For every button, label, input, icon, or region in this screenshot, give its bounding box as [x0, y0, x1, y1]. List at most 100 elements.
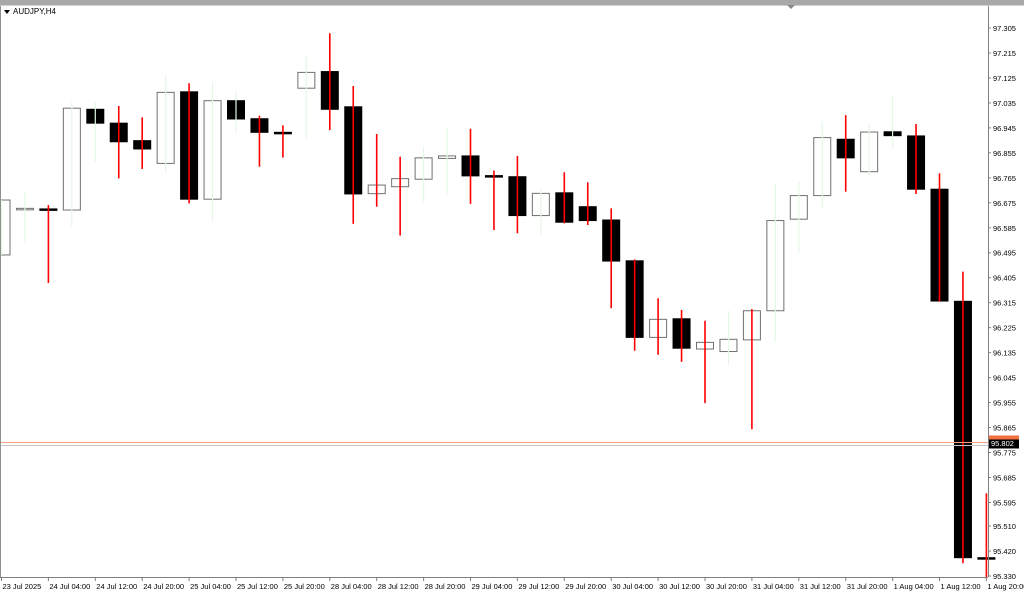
- candle: [15, 191, 34, 244]
- x-tick-label: 29 Jul 12:00: [518, 582, 559, 591]
- y-tick-label: 96.405: [993, 274, 1016, 283]
- candle: [484, 170, 503, 230]
- y-tick-label: 96.945: [993, 124, 1016, 133]
- y-tick-label: 96.225: [993, 324, 1016, 333]
- candle: [531, 188, 550, 235]
- x-tick-label: 1 Aug 04:00: [894, 582, 934, 591]
- candle: [203, 81, 222, 222]
- y-tick-label: 95.775: [993, 449, 1016, 458]
- candle: [62, 101, 81, 227]
- y-tick-label: 97.305: [993, 24, 1016, 33]
- candle: [109, 105, 128, 179]
- candle: [391, 156, 410, 236]
- candle: [672, 309, 691, 362]
- x-tick-label: 29 Jul 20:00: [565, 582, 606, 591]
- y-tick-label: 96.495: [993, 249, 1016, 258]
- candle: [907, 124, 926, 194]
- chart-title[interactable]: AUDJPY,H4: [4, 7, 56, 16]
- current-price-label: 95.802: [991, 439, 1014, 448]
- y-tick-label: 95.865: [993, 424, 1016, 433]
- candle: [602, 208, 621, 309]
- x-tick-label: 30 Jul 20:00: [706, 582, 747, 591]
- candle: [0, 199, 11, 256]
- candle: [344, 85, 363, 224]
- x-tick-label: 24 Jul 04:00: [49, 582, 90, 591]
- x-tick-label: 24 Jul 12:00: [96, 582, 137, 591]
- candle: [649, 298, 668, 355]
- y-tick-label: 95.685: [993, 473, 1016, 482]
- candles-layer: [0, 33, 996, 579]
- candle: [953, 271, 972, 564]
- candle: [696, 320, 714, 404]
- y-tick-label: 96.675: [993, 199, 1016, 208]
- x-tick-label: 29 Jul 04:00: [472, 582, 513, 591]
- x-tick-label: 30 Jul 12:00: [659, 582, 700, 591]
- x-tick-label: 28 Jul 12:00: [378, 582, 419, 591]
- candle: [438, 127, 457, 196]
- candle: [813, 121, 832, 208]
- y-tick-label: 96.855: [993, 149, 1016, 158]
- candle: [133, 117, 152, 169]
- scroll-marker-icon[interactable]: [787, 5, 795, 9]
- y-tick-label: 95.510: [993, 522, 1016, 531]
- candle: [414, 146, 433, 202]
- candle: [461, 128, 480, 204]
- x-tick-label: 24 Jul 20:00: [143, 582, 184, 591]
- x-tick-label: 1 Aug 20:00: [987, 582, 1024, 591]
- x-tick-label: 25 Jul 04:00: [190, 582, 231, 591]
- candle: [555, 172, 574, 224]
- candle: [836, 115, 855, 192]
- bid-price-tag: [989, 435, 1019, 441]
- candle: [742, 309, 761, 430]
- x-tick-label: 28 Jul 04:00: [331, 582, 372, 591]
- dropdown-triangle-icon[interactable]: [4, 9, 10, 14]
- y-tick-label: 95.955: [993, 399, 1016, 408]
- y-tick-label: 97.035: [993, 99, 1016, 108]
- x-tick-label: 31 Jul 20:00: [847, 582, 888, 591]
- y-tick-label: 96.135: [993, 349, 1016, 358]
- y-tick-label: 95.330: [993, 572, 1016, 581]
- candle: [625, 259, 644, 351]
- candle: [273, 125, 292, 158]
- candle: [367, 133, 386, 207]
- candle: [977, 493, 996, 579]
- window-top-border: [0, 0, 1024, 6]
- candle: [250, 115, 269, 167]
- x-tick-label: 28 Jul 20:00: [425, 582, 466, 591]
- time-axis[interactable]: 23 Jul 2025 24 Jul 04:00 24 Jul 12:00 24 Ju…: [1, 577, 1024, 591]
- x-tick-label: 25 Jul 12:00: [237, 582, 278, 591]
- candle: [930, 173, 949, 302]
- x-tick-label: 31 Jul 04:00: [753, 582, 794, 591]
- x-tick-label: 30 Jul 04:00: [612, 582, 653, 591]
- candle: [766, 183, 785, 342]
- candle: [789, 181, 808, 254]
- candle: [508, 155, 527, 234]
- candle: [180, 83, 199, 204]
- symbol-timeframe-label: AUDJPY,H4: [13, 7, 56, 16]
- y-tick-label: 95.595: [993, 498, 1016, 507]
- candle: [860, 122, 879, 177]
- candle: [719, 310, 738, 365]
- y-tick-label: 97.125: [993, 74, 1016, 83]
- y-tick-label: 96.315: [993, 299, 1016, 308]
- y-tick-label: 95.420: [993, 547, 1016, 556]
- x-tick-label: 25 Jul 20:00: [284, 582, 325, 591]
- candle: [320, 33, 339, 131]
- x-tick-label: 1 Aug 12:00: [941, 582, 981, 591]
- candle: [227, 91, 245, 134]
- candle: [156, 74, 175, 172]
- y-tick-label: 96.045: [993, 374, 1016, 383]
- candle: [578, 182, 597, 226]
- current-price-tag: [989, 439, 1019, 449]
- candle: [86, 101, 105, 162]
- candle: [297, 54, 316, 139]
- y-tick-label: 96.585: [993, 224, 1016, 233]
- candle: [39, 205, 58, 283]
- y-tick-label: 97.215: [993, 49, 1016, 58]
- candle: [883, 95, 902, 149]
- price-axis[interactable]: 97.305 97.215 97.125 97.035 96.945 96.855 96.7…: [988, 24, 1016, 581]
- x-tick-label: 31 Jul 12:00: [800, 582, 841, 591]
- x-tick-label: 23 Jul 2025: [3, 582, 42, 591]
